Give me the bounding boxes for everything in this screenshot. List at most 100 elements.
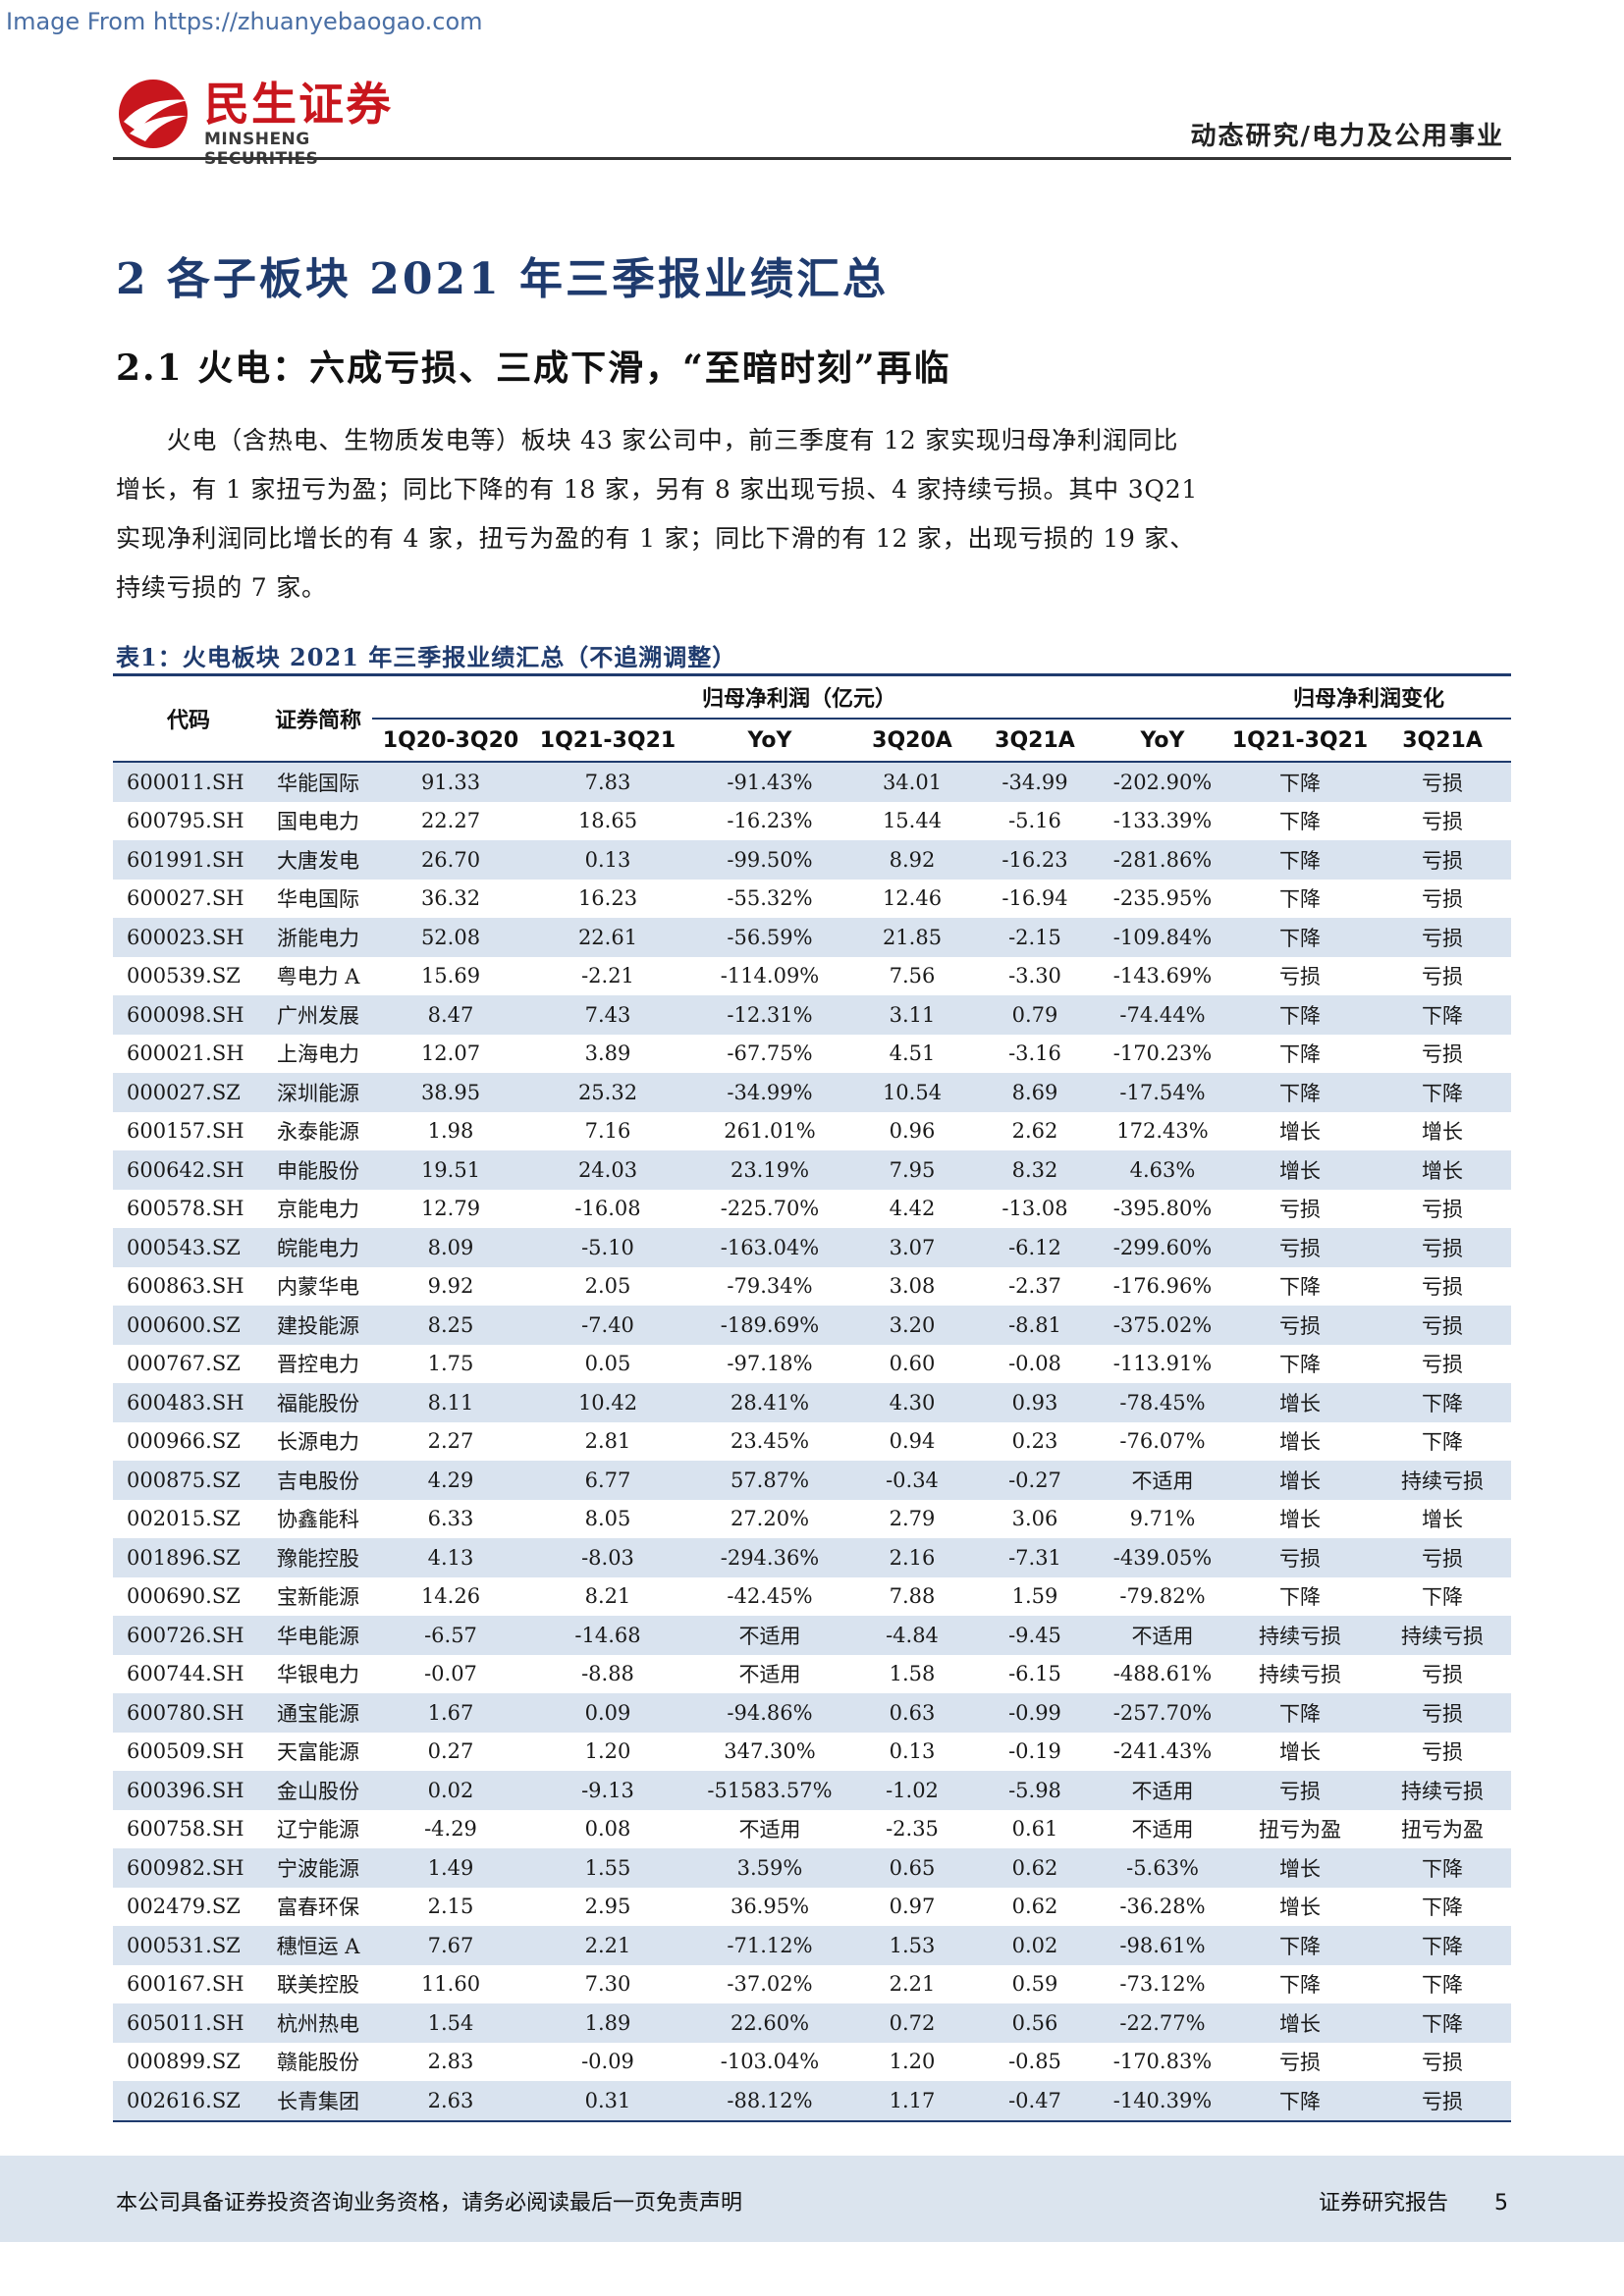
cell-ytd-2020: 8.47	[372, 995, 529, 1035]
cell-ytd-2021: -5.10	[529, 1228, 686, 1267]
cell-q3-yoy: 不适用	[1099, 1461, 1227, 1500]
cell-code: 000539.SZ	[127, 964, 241, 988]
cell-code: 600780.SH	[113, 1693, 264, 1733]
cell-ytd-change: 亏损	[1226, 1306, 1375, 1345]
cell-ytd-yoy: -225.70%	[720, 1197, 820, 1221]
cell-ytd-2020: 8.25	[372, 1306, 529, 1345]
cell-q3-2021: -7.31	[971, 1538, 1099, 1577]
table-row: 600167.SH 联美控股 11.60 7.30 -37.02% 2.21 0.59 -73…	[113, 1965, 1511, 2004]
cell-q3-yoy: -22.77%	[1099, 2003, 1227, 2043]
cell-code: 600098.SH	[113, 995, 264, 1035]
cell-q3-yoy: -299.60%	[1099, 1228, 1227, 1267]
cell-ytd-yoy: 23.45%	[730, 1429, 810, 1454]
cell-ytd-yoy: -71.12%	[686, 1926, 853, 1965]
cell-code: 600795.SH	[127, 809, 244, 833]
cell-code: 600167.SH	[127, 1972, 244, 1997]
cell-ytd-2020: 26.70	[372, 840, 529, 880]
cell-ytd-change: 下降	[1279, 887, 1322, 912]
cell-name: 深圳能源	[264, 1073, 372, 1112]
cell-ytd-yoy: 261.01%	[724, 1119, 816, 1144]
cell-ytd-2021: -8.88	[581, 1662, 634, 1686]
cell-q3-yoy: 不适用	[1131, 1818, 1194, 1842]
table-row: 000899.SZ 赣能股份 2.83 -0.09 -103.04% 1.20 -0.85 -…	[113, 2043, 1511, 2082]
cell-ytd-yoy: -42.45%	[727, 1584, 813, 1609]
cell-q3-yoy: -5.63%	[1099, 1848, 1227, 1888]
cell-ytd-2021: -9.13	[529, 1771, 686, 1810]
cell-ytd-yoy: -55.32%	[727, 886, 813, 911]
header-divider	[113, 157, 1511, 160]
cell-ytd-2021: 6.77	[529, 1461, 686, 1500]
cell-ytd-yoy: -67.75%	[727, 1041, 813, 1066]
cell-ytd-2020: 19.51	[372, 1150, 529, 1190]
cell-q3-change: 亏损	[1422, 1042, 1464, 1067]
cell-ytd-change: 下降	[1279, 1275, 1322, 1300]
cell-q3-2020: 1.20	[889, 2050, 936, 2074]
table-row: 000531.SZ 穗恒运 A 7.67 2.21 -71.12% 1.53 0.02 -98…	[113, 1926, 1512, 1965]
cell-q3-2020: 12.46	[882, 886, 943, 911]
table-row: 000600.SZ 建投能源 8.25 -7.40 -189.69% 3.20 -8.81-…	[113, 1306, 1512, 1345]
cell-ytd-2021: 7.43	[529, 995, 686, 1035]
cell-ytd-yoy: 57.87%	[686, 1461, 853, 1500]
cell-code: 002479.SZ	[127, 1895, 241, 1919]
cell-q3-2020: 0.63	[853, 1693, 971, 1733]
cell-ytd-2020: 2.83	[427, 2050, 474, 2074]
cell-code: 600396.SH	[113, 1771, 264, 1810]
cell-ytd-2021: 0.05	[584, 1352, 631, 1376]
cell-ytd-2021: 25.32	[529, 1073, 686, 1112]
cell-q3-2020: -4.84	[853, 1616, 971, 1655]
cell-q3-yoy: -133.39%	[1112, 809, 1213, 833]
cell-ytd-2020: 1.67	[372, 1693, 529, 1733]
cell-ytd-2021: 7.16	[584, 1119, 631, 1144]
cell-ytd-2020: 52.08	[372, 918, 529, 957]
cell-ytd-change: 增长	[1279, 1508, 1322, 1532]
table-row: 600509.SH 天富能源 0.27 1.20 347.30% 0.13 -0.19 -24…	[113, 1733, 1511, 1772]
cell-ytd-yoy: 不适用	[686, 1616, 853, 1655]
cell-name: 杭州热电	[264, 2003, 372, 2043]
cell-name: 粤电力 A	[276, 965, 360, 989]
subheader: 3Q21A	[1374, 719, 1512, 763]
subheader: 1Q20-3Q20	[372, 719, 529, 763]
cell-ytd-2020: 0.02	[372, 1771, 529, 1810]
cell-code: 600758.SH	[127, 1817, 244, 1842]
cell-q3-2020: 2.21	[889, 1972, 936, 1997]
cell-name: 长源电力	[277, 1430, 359, 1455]
summary-paragraph: 火电（含热电、生物质发电等）板块 43 家公司中，前三季度有 12 家实现归母净…	[116, 416, 1235, 613]
cell-ytd-change: 亏损	[1226, 1228, 1375, 1267]
cell-ytd-2020: 1.98	[427, 1119, 474, 1144]
cell-code: 000966.SZ	[127, 1429, 241, 1454]
cell-q3-2021: 2.62	[1011, 1119, 1058, 1144]
cell-q3-change: 亏损	[1422, 1353, 1464, 1377]
cell-q3-2021: 1.59	[1011, 1584, 1058, 1609]
cell-q3-change: 亏损	[1422, 965, 1464, 989]
cell-q3-2021: 0.62	[971, 1848, 1099, 1888]
cell-q3-2020: 3.08	[889, 1274, 936, 1299]
cell-q3-yoy: -143.69%	[1112, 964, 1213, 988]
cell-ytd-change: 亏损	[1279, 965, 1322, 989]
cell-q3-2021: -9.45	[971, 1616, 1099, 1655]
cell-ytd-2020: 4.13	[372, 1538, 529, 1577]
cell-ytd-2020: 0.27	[427, 1739, 474, 1764]
cell-q3-yoy: -488.61%	[1112, 1662, 1213, 1686]
cell-ytd-2021: 0.13	[529, 840, 686, 880]
cell-q3-yoy: -170.23%	[1112, 1041, 1213, 1066]
cell-q3-change: 亏损	[1374, 1306, 1512, 1345]
cell-q3-2020: -1.02	[853, 1771, 971, 1810]
table-row: 000875.SZ 吉电股份 4.29 6.77 57.87% -0.34 -0.27 不适用…	[113, 1461, 1512, 1500]
cell-ytd-2021: 22.61	[529, 918, 686, 957]
cell-ytd-change: 下降	[1226, 762, 1375, 802]
cell-q3-yoy: -176.96%	[1112, 1274, 1213, 1299]
cell-ytd-2021: 2.81	[584, 1429, 631, 1454]
cell-code: 000027.SZ	[113, 1073, 264, 1112]
cell-ytd-change: 扭亏为盈	[1259, 1818, 1342, 1842]
cell-ytd-yoy: -94.86%	[686, 1693, 853, 1733]
table-row: 600021.SH 上海电力 12.07 3.89 -67.75% 4.51 -3.16 -1…	[113, 1035, 1511, 1074]
cell-ytd-2021: -0.09	[581, 2050, 634, 2074]
cell-q3-change: 扭亏为盈	[1401, 1818, 1485, 1842]
cell-q3-yoy: -140.39%	[1099, 2081, 1227, 2122]
cell-ytd-yoy: -163.04%	[686, 1228, 853, 1267]
cell-q3-2020: 0.65	[853, 1848, 971, 1888]
cell-ytd-yoy: 不适用	[738, 1663, 801, 1687]
cell-q3-change: 下降	[1374, 1926, 1512, 1965]
cell-q3-2021: 0.79	[971, 995, 1099, 1035]
cell-q3-yoy: -113.91%	[1112, 1352, 1213, 1376]
